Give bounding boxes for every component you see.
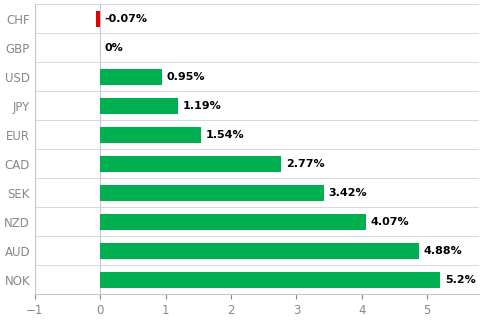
Text: 5.2%: 5.2%	[444, 274, 474, 285]
Bar	[100, 214, 365, 230]
Bar	[100, 156, 281, 172]
Bar	[100, 127, 200, 143]
Text: 1.54%: 1.54%	[205, 130, 243, 140]
Bar	[100, 243, 418, 259]
Bar	[100, 69, 162, 85]
Bar	[100, 185, 323, 201]
Bar	[100, 98, 178, 114]
Text: 0%: 0%	[105, 43, 123, 53]
Text: 3.42%: 3.42%	[328, 188, 366, 198]
Text: 2.77%: 2.77%	[285, 159, 324, 169]
Bar	[100, 272, 439, 288]
Bar	[95, 11, 100, 27]
Text: -0.07%: -0.07%	[105, 14, 148, 24]
Text: 0.95%: 0.95%	[166, 72, 205, 82]
Text: 4.07%: 4.07%	[370, 217, 408, 227]
Text: 1.19%: 1.19%	[182, 101, 221, 111]
Text: 4.88%: 4.88%	[423, 246, 462, 256]
